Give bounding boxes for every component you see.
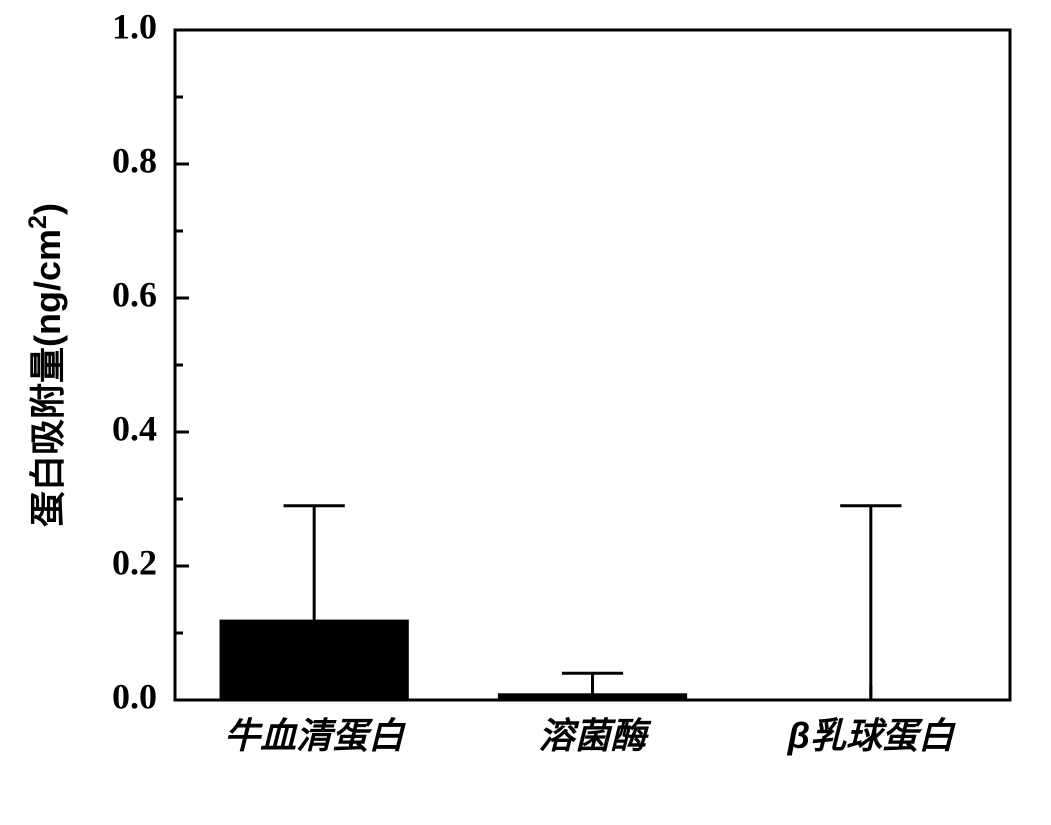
chart-container: 0.0 0.2 0.4 0.6 0.8 1.0 牛血清蛋白 溶菌酶 β乳球蛋白 蛋白吸附量(ng/…: [0, 0, 1051, 825]
y-tick-label-1: 0.2: [112, 542, 157, 582]
x-category-label-1: 溶菌酶: [538, 715, 651, 756]
y-tick-label-2: 0.4: [112, 408, 157, 448]
x-category-label-0: 牛血清蛋白: [224, 715, 406, 756]
y-tick-label-3: 0.6: [112, 274, 157, 314]
y-tick-label-4: 0.8: [112, 140, 157, 180]
y-axis-label: 蛋白吸附量(ng/cm2): [24, 203, 68, 527]
bar-chart: 0.0 0.2 0.4 0.6 0.8 1.0 牛血清蛋白 溶菌酶 β乳球蛋白 蛋白吸附量(ng/…: [0, 0, 1051, 825]
y-tick-label-5: 1.0: [112, 6, 157, 46]
y-tick-label-0: 0.0: [112, 676, 157, 716]
x-category-label-2: β乳球蛋白: [787, 715, 956, 756]
